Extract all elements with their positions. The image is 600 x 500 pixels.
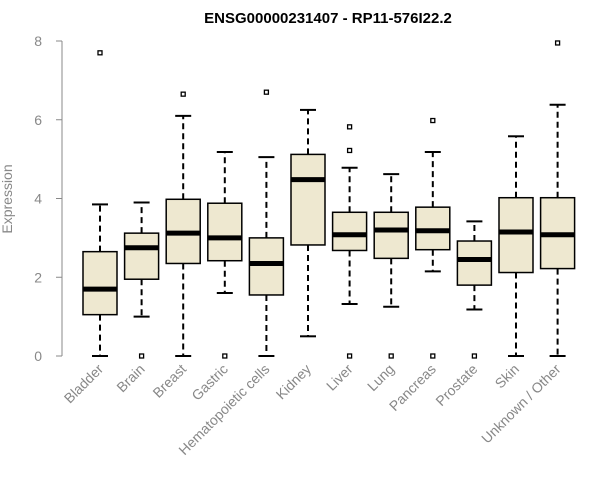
x-category-label: Breast — [149, 361, 189, 401]
outlier-point — [263, 89, 270, 95]
box-series — [82, 40, 576, 359]
x-category-label: Prostate — [432, 361, 480, 409]
box-group — [82, 50, 118, 357]
iqr-box — [456, 240, 493, 286]
x-category-label: Kidney — [273, 361, 315, 403]
iqr-box — [248, 237, 285, 296]
outlier-point — [346, 124, 353, 130]
outlier-point — [471, 353, 478, 359]
outlier-point — [388, 353, 394, 359]
y-tick-label: 4 — [34, 191, 42, 207]
outlier-point — [346, 353, 353, 359]
iqr-box — [290, 153, 326, 246]
box-group — [207, 151, 243, 359]
outlier-point — [138, 353, 145, 359]
iqr-box — [82, 250, 118, 316]
box-group — [248, 89, 285, 357]
y-tick-label: 6 — [34, 112, 42, 128]
box-group — [373, 173, 409, 359]
iqr-box — [331, 211, 368, 252]
y-axis-title: Expression — [0, 164, 15, 233]
box-group — [123, 201, 160, 359]
iqr-box — [498, 196, 534, 274]
iqr-box — [123, 232, 160, 280]
box-group — [415, 117, 451, 359]
x-category-label: Bladder — [61, 361, 107, 407]
box-group — [290, 108, 326, 338]
outlier-point — [346, 147, 353, 154]
outlier-point — [430, 353, 436, 359]
outlier-point — [97, 50, 103, 56]
box-group — [331, 124, 368, 359]
chart-title: ENSG00000231407 - RP11-576I22.2 — [204, 10, 452, 27]
y-tick-label: 8 — [34, 33, 42, 49]
outlier-point — [180, 91, 186, 97]
box-group — [498, 135, 534, 357]
x-category-label: Liver — [323, 361, 356, 394]
x-category-label: Lung — [364, 361, 397, 394]
x-category-label: Unknown / Other — [478, 361, 564, 447]
outlier-point — [222, 353, 228, 359]
iqr-box — [207, 202, 243, 262]
x-category-label: Brain — [113, 361, 147, 395]
outlier-point — [554, 40, 561, 46]
outlier-point — [430, 117, 436, 124]
box-group — [539, 40, 576, 357]
y-tick-label: 0 — [34, 348, 42, 364]
x-category-label: Skin — [492, 361, 523, 392]
box-group — [165, 91, 201, 357]
y-axis-ticks: 0 2 4 6 8 — [34, 33, 62, 364]
box-group — [456, 220, 493, 359]
y-tick-label: 2 — [34, 269, 42, 285]
iqr-box — [373, 211, 409, 260]
